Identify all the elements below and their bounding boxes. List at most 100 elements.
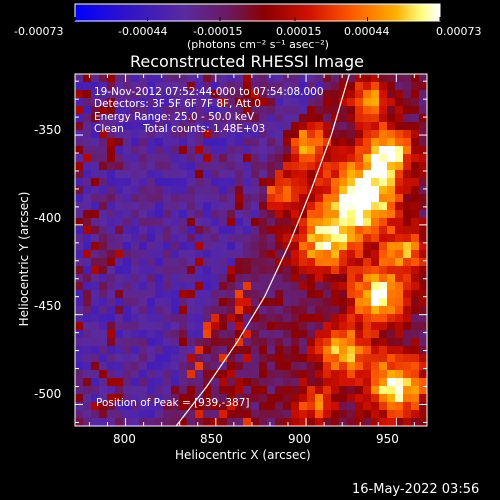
heatmap-cell	[283, 258, 292, 267]
heatmap-cell	[387, 362, 396, 371]
heatmap-cell	[179, 306, 188, 315]
heatmap-cell	[299, 362, 308, 371]
heatmap-cell	[155, 202, 164, 211]
heatmap-cell	[251, 402, 260, 411]
heatmap-cell	[107, 210, 116, 219]
heatmap-cell	[219, 98, 228, 107]
x-tick-label-850: 850	[200, 432, 223, 446]
heatmap-cell	[371, 170, 380, 179]
heatmap-cell	[203, 314, 212, 323]
heatmap-cell	[171, 218, 180, 227]
heatmap-cell	[147, 74, 156, 83]
heatmap-cell	[99, 346, 108, 355]
heatmap-cell	[315, 202, 324, 211]
heatmap-cell	[187, 362, 196, 371]
heatmap-cell	[123, 362, 132, 371]
heatmap-cell	[371, 82, 380, 91]
heatmap-cell	[155, 330, 164, 339]
heatmap-cell	[387, 274, 396, 283]
heatmap-cell	[123, 274, 132, 283]
heatmap-cell	[403, 194, 412, 203]
heatmap-cell	[211, 282, 220, 291]
heatmap-cell	[155, 178, 164, 187]
heatmap-cell	[371, 402, 380, 411]
heatmap-cell	[275, 226, 284, 235]
heatmap-cell	[323, 402, 332, 411]
heatmap-cell	[227, 234, 236, 243]
heatmap-cell	[395, 186, 404, 195]
heatmap-cell	[395, 394, 404, 403]
heatmap-cell	[307, 250, 316, 259]
heatmap-cell	[227, 202, 236, 211]
heatmap-cell	[75, 202, 84, 211]
heatmap-cell	[371, 234, 380, 243]
heatmap-cell	[331, 74, 340, 83]
heatmap-cell	[99, 210, 108, 219]
heatmap-cell	[315, 306, 324, 315]
heatmap-cell	[91, 194, 100, 203]
heatmap-cell	[323, 82, 332, 91]
heatmap-cell	[371, 146, 380, 155]
heatmap-cell	[323, 90, 332, 99]
heatmap-cell	[243, 106, 252, 115]
heatmap-cell	[107, 234, 116, 243]
heatmap-cell	[123, 106, 132, 115]
heatmap-cell	[411, 250, 420, 259]
heatmap-cell	[107, 378, 116, 387]
heatmap-cell	[187, 154, 196, 163]
heatmap-cell	[131, 202, 140, 211]
heatmap-cell	[115, 138, 124, 147]
heatmap-cell	[219, 194, 228, 203]
heatmap-cell	[275, 418, 284, 426]
heatmap-cell	[203, 386, 212, 395]
heatmap-cell	[107, 98, 116, 107]
heatmap-cell	[195, 362, 204, 371]
heatmap-cell	[91, 114, 100, 123]
heatmap-cell	[75, 226, 84, 235]
heatmap-cell	[83, 82, 92, 91]
heatmap-cell	[75, 234, 84, 243]
heatmap-cell	[419, 186, 427, 195]
heatmap-cell	[283, 106, 292, 115]
heatmap-cell	[259, 330, 268, 339]
heatmap-cell	[339, 362, 348, 371]
heatmap-cell	[123, 210, 132, 219]
heatmap-cell	[291, 90, 300, 99]
heatmap-cell	[107, 242, 116, 251]
heatmap-cell	[195, 290, 204, 299]
heatmap-cell	[107, 330, 116, 339]
heatmap-cell	[203, 98, 212, 107]
heatmap-cell	[291, 266, 300, 275]
heatmap-cell	[403, 130, 412, 139]
heatmap-cell	[155, 242, 164, 251]
heatmap-cell	[347, 202, 356, 211]
heatmap-cell	[355, 290, 364, 299]
heatmap-cell	[339, 274, 348, 283]
heatmap-cell	[227, 194, 236, 203]
heatmap-cell	[291, 250, 300, 259]
heatmap-cell	[147, 234, 156, 243]
heatmap-cell	[275, 378, 284, 387]
heatmap-cell	[243, 306, 252, 315]
heatmap-cell	[395, 210, 404, 219]
heatmap-cell	[267, 138, 276, 147]
heatmap-cell	[379, 370, 388, 379]
heatmap-cell	[235, 106, 244, 115]
heatmap-cell	[107, 402, 116, 411]
heatmap-cell	[403, 274, 412, 283]
heatmap-cell	[307, 242, 316, 251]
heatmap-cell	[83, 394, 92, 403]
heatmap-cell	[131, 258, 140, 267]
heatmap-cell	[347, 354, 356, 363]
heatmap-cell	[371, 258, 380, 267]
heatmap-cell	[419, 122, 427, 131]
heatmap-cell	[107, 186, 116, 195]
heatmap-cell	[163, 314, 172, 323]
heatmap-cell	[299, 98, 308, 107]
heatmap-cell	[131, 74, 140, 83]
y-tick-label-neg500: -500	[34, 387, 62, 401]
heatmap-cell	[347, 194, 356, 203]
heatmap-cell	[283, 202, 292, 211]
heatmap-cell	[291, 114, 300, 123]
heatmap-cell	[83, 306, 92, 315]
